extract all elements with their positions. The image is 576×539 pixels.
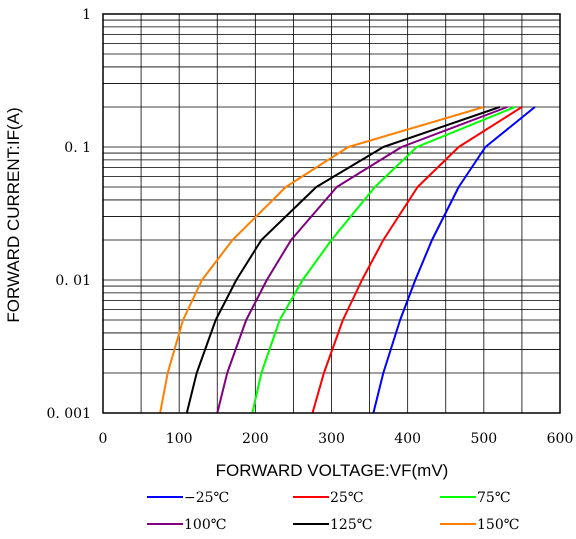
series-line: [372, 106, 536, 414]
series-line: [311, 106, 523, 414]
data-series: [159, 106, 536, 414]
x-tick-label: 300: [318, 431, 345, 447]
legend-label: −25℃: [184, 490, 229, 506]
plot-frame: [102, 13, 561, 414]
legend: −25℃ 25℃ 75℃ 100℃ 125℃ 150℃: [147, 490, 519, 533]
x-tick-label: 400: [394, 431, 421, 447]
legend-label: 150℃: [477, 517, 519, 533]
series-line: [216, 106, 508, 414]
y-tick-label: 0. 001: [46, 406, 91, 422]
x-tick-labels: 0 100 200 300 400 500 600: [99, 431, 574, 447]
series-line: [159, 106, 485, 414]
x-tick-label: 0: [99, 431, 108, 447]
x-tick-label: 200: [242, 431, 269, 447]
legend-label: 100℃: [184, 517, 226, 533]
series-line: [185, 106, 501, 414]
y-tick-label: 0. 1: [64, 140, 91, 156]
legend-label: 75℃: [477, 490, 510, 506]
y-tick-label: 0. 01: [55, 273, 91, 289]
y-axis-title: FORWARD CURRENT:IF(A): [4, 107, 23, 322]
legend-label: 125℃: [330, 517, 372, 533]
y-tick-label: 1: [82, 7, 91, 23]
y-tick-labels: 1 0. 1 0. 01 0. 001: [46, 7, 91, 422]
x-axis-title: FORWARD VOLTAGE:VF(mV): [216, 461, 449, 480]
series-line: [251, 106, 516, 414]
x-tick-label: 100: [166, 431, 193, 447]
x-tick-label: 600: [547, 431, 574, 447]
legend-label: 25℃: [330, 490, 363, 506]
x-tick-label: 500: [470, 431, 497, 447]
